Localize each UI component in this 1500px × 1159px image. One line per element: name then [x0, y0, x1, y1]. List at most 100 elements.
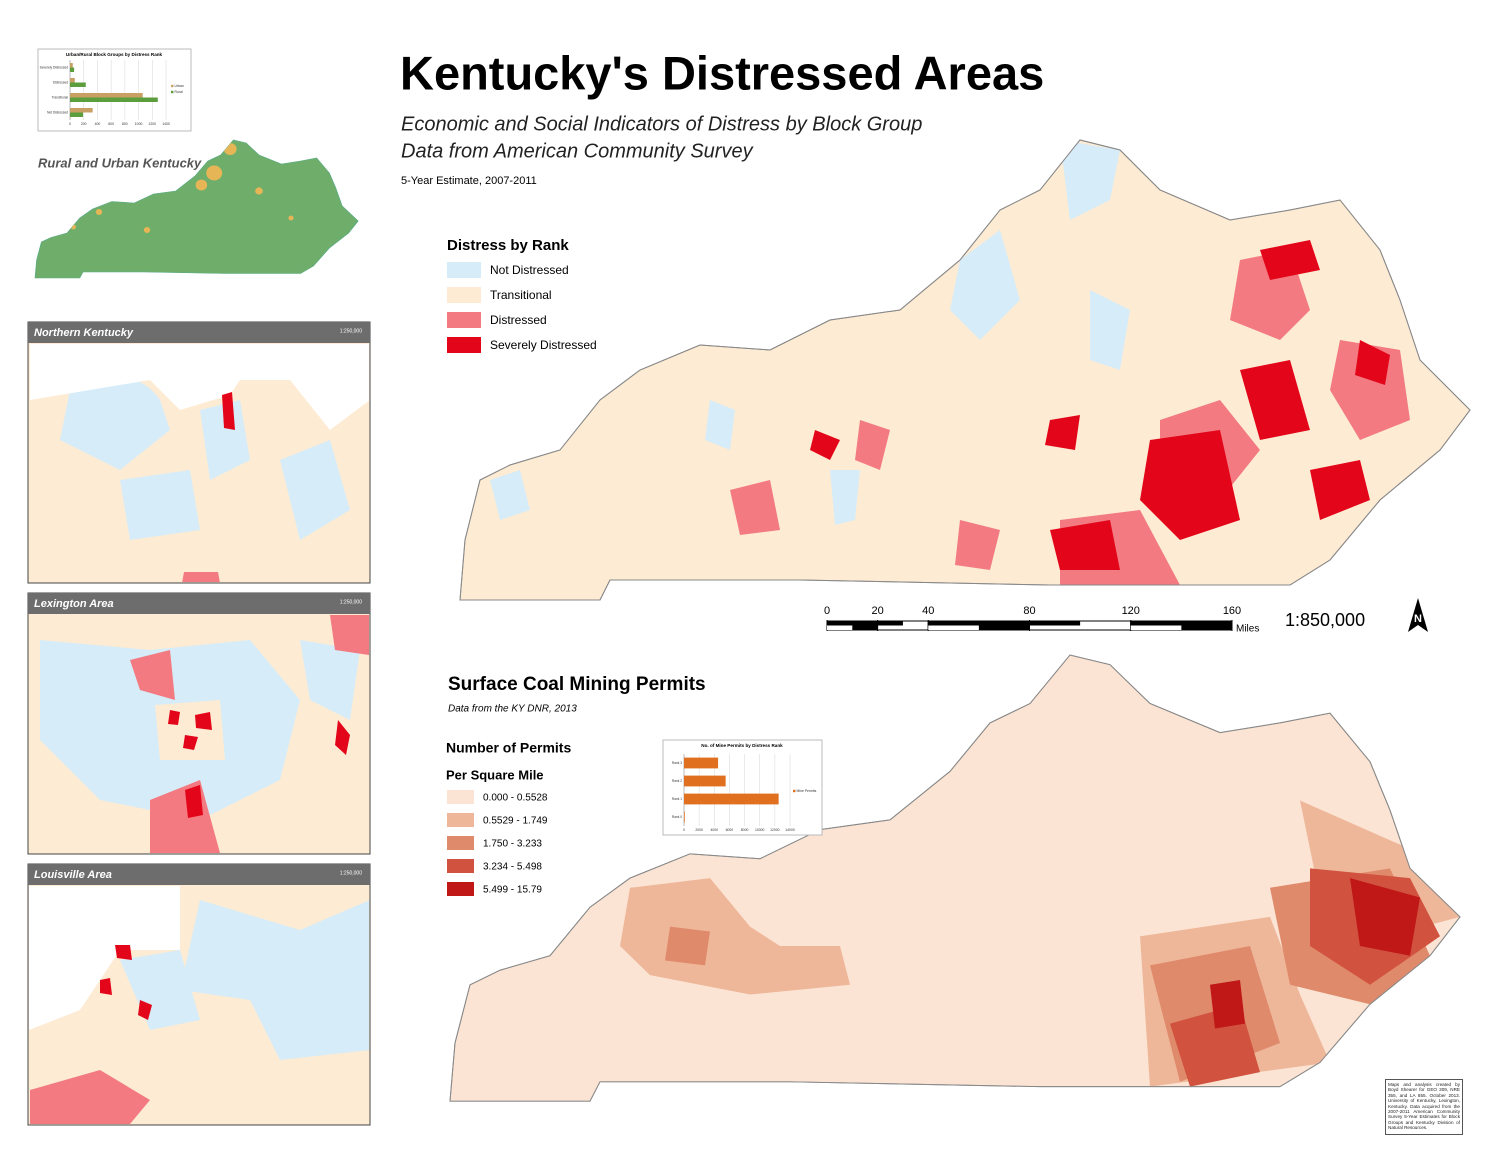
legend-label: 5.499 - 15.79 [483, 885, 542, 896]
coal-map [449, 654, 1461, 1102]
x-tick-label: 1000 [135, 122, 143, 126]
x-tick-label: 12000 [770, 828, 780, 832]
scale-subsegment [1130, 625, 1182, 630]
scale-ratio: 1:850,000 [1285, 610, 1365, 630]
coal-legend-subtitle: Per Square Mile [446, 767, 544, 782]
legend-label: 1.750 - 3.233 [483, 839, 542, 850]
bar [684, 775, 726, 787]
legend-swatch [447, 790, 474, 804]
legend-label: Mine Permits [797, 789, 817, 793]
bar [70, 93, 143, 98]
legend-label: 0.5529 - 1.749 [483, 816, 548, 827]
legend-swatch [447, 882, 474, 896]
coal-legend-title: Number of Permits [446, 740, 571, 756]
scale-tick-label: 160 [1223, 605, 1241, 617]
inset-scale: 1:250,000 [340, 870, 362, 876]
legend-label: 3.234 - 5.498 [483, 862, 542, 873]
legend-swatch [447, 287, 481, 303]
x-tick-label: 800 [122, 122, 128, 126]
map-areas [620, 800, 1460, 1087]
scale-unit: Miles [1236, 624, 1259, 635]
chart-frame [37, 48, 192, 132]
legend-title: Distress by Rank [447, 237, 569, 254]
map-areas [490, 140, 1410, 585]
x-tick-label: 200 [81, 122, 87, 126]
x-tick-label: 600 [108, 122, 114, 126]
legend-label: Distressed [490, 313, 547, 327]
distress-map [459, 139, 1471, 601]
x-tick-label: 10000 [755, 828, 765, 832]
bar [684, 793, 779, 805]
x-tick-label: 1400 [162, 122, 170, 126]
distress-legend: Distress by Rank [447, 237, 569, 254]
legend-label: Rural [175, 90, 183, 94]
inset-panels [27, 321, 371, 1126]
scale-tick-label: 40 [922, 605, 934, 617]
legend-swatch [171, 90, 174, 94]
north-arrow: N [1408, 598, 1428, 632]
scale-subsegment [827, 625, 853, 630]
scale-subsegment [928, 625, 979, 630]
inset-scale: 1:250,000 [340, 328, 362, 334]
x-tick-label: 400 [95, 122, 101, 126]
x-tick-label: 0 [69, 122, 71, 126]
scale-tick-label: 80 [1023, 605, 1035, 617]
x-tick-label: 2000 [695, 828, 703, 832]
legend-swatch [447, 813, 474, 827]
scale-tick-label: 120 [1122, 605, 1140, 617]
y-tick-label: Not Distressed [47, 110, 68, 114]
rural-urban-label: Rural and Urban Kentucky [38, 155, 202, 170]
bar [70, 108, 93, 113]
legend-label: 0.000 - 0.5528 [483, 793, 548, 804]
subtitle: Data from American Community Survey [401, 140, 754, 162]
legend-swatch [447, 836, 474, 850]
x-tick-label: 14000 [785, 828, 795, 832]
credits: Maps and analysis created by Boyd Sheare… [1385, 1079, 1463, 1135]
scale-subsegment [1029, 621, 1081, 626]
y-tick-label: Rank 2 [672, 779, 682, 783]
bar [684, 811, 685, 823]
y-tick-label: Rank 1 [672, 797, 682, 801]
coal-title: Surface Coal Mining Permits [448, 674, 706, 695]
legend-swatch [447, 337, 481, 353]
legend-swatch [447, 312, 481, 328]
x-tick-label: 1200 [149, 122, 157, 126]
estimate-note: 5-Year Estimate, 2007-2011 [401, 175, 537, 187]
title: Kentucky's Distressed Areas [400, 46, 1044, 99]
bar [70, 97, 158, 102]
legend-label: Not Distressed [490, 263, 569, 277]
legend-swatch [171, 84, 174, 88]
legend-swatch [447, 262, 481, 278]
subtitle: Economic and Social Indicators of Distre… [401, 113, 922, 135]
scale-tick-label: 0 [824, 605, 830, 617]
legend-swatch [793, 789, 796, 793]
legend-label: Transitional [490, 288, 552, 302]
bar [70, 67, 75, 72]
bar [70, 112, 84, 117]
chart-frame [662, 739, 823, 836]
x-tick-label: 0 [683, 828, 685, 832]
bar [70, 63, 73, 68]
x-tick-label: 6000 [726, 828, 734, 832]
inset-title: Lexington Area [34, 598, 114, 610]
coal-source: Data from the KY DNR, 2013 [448, 704, 577, 715]
y-tick-label: Severely Distressed [40, 65, 69, 69]
legend-label: Severely Distressed [490, 338, 597, 352]
inset-title: Northern Kentucky [34, 327, 134, 339]
y-tick-label: Rank 0 [672, 815, 682, 819]
legend-label: Urban [175, 84, 184, 88]
chart-title: No. of Mine Permits by Distress Rank [701, 743, 783, 748]
inset-title: Louisville Area [34, 869, 112, 881]
bar [70, 82, 86, 87]
legend-swatch [447, 859, 474, 873]
y-tick-label: Transitional [52, 95, 69, 99]
x-tick-label: 4000 [711, 828, 719, 832]
x-tick-label: 8000 [741, 828, 749, 832]
bar [70, 78, 75, 83]
y-tick-label: Distressed [53, 80, 68, 84]
scale-subsegment [877, 621, 903, 626]
bar [684, 757, 719, 769]
scale-tick-label: 20 [872, 605, 884, 617]
